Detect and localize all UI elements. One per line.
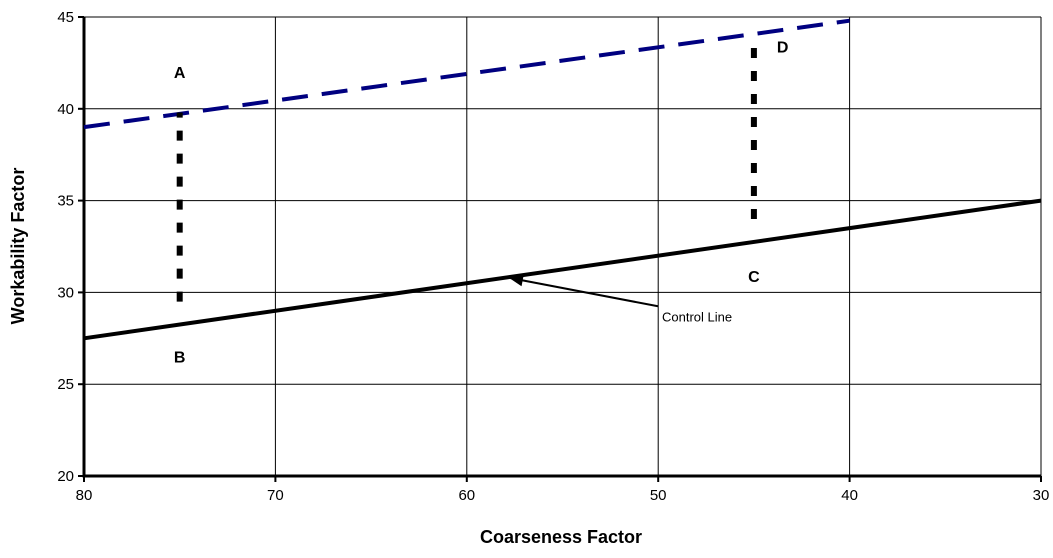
x-tick-label: 30 [1033,487,1050,504]
y-tick-label: 25 [57,376,74,393]
y-tick-label: 20 [57,468,74,485]
x-tick-label: 70 [267,487,284,504]
control-line [83,198,1042,341]
point-label-b: B [174,350,186,367]
x-axis-title: Coarseness Factor [480,527,642,547]
grid-layer [84,16,1042,476]
y-tick-label: 40 [57,101,74,118]
annotation-arrow-line [508,276,659,308]
annotation-arrowhead [508,274,524,287]
y-tick-label: 30 [57,284,74,301]
point-label-d: D [777,39,789,56]
axes-layer: 20 25 30 35 40 45 80 70 60 50 40 30 [57,9,1049,504]
point-label-c: C [748,269,760,286]
series-layer [83,18,1042,341]
labels-layer: A B C D Control Line [174,39,788,366]
point-label-a: A [174,65,186,82]
control-line-label: Control Line [662,309,732,324]
x-tick-label: 40 [841,487,858,504]
x-tick-label: 60 [458,487,475,504]
y-axis-title: Workability Factor [8,168,28,325]
y-tick-label: 35 [57,193,74,210]
x-tick-label: 50 [650,487,667,504]
upper-dashed-line [83,18,850,130]
x-tick-label: 80 [76,487,93,504]
y-tick-label: 45 [57,9,74,26]
